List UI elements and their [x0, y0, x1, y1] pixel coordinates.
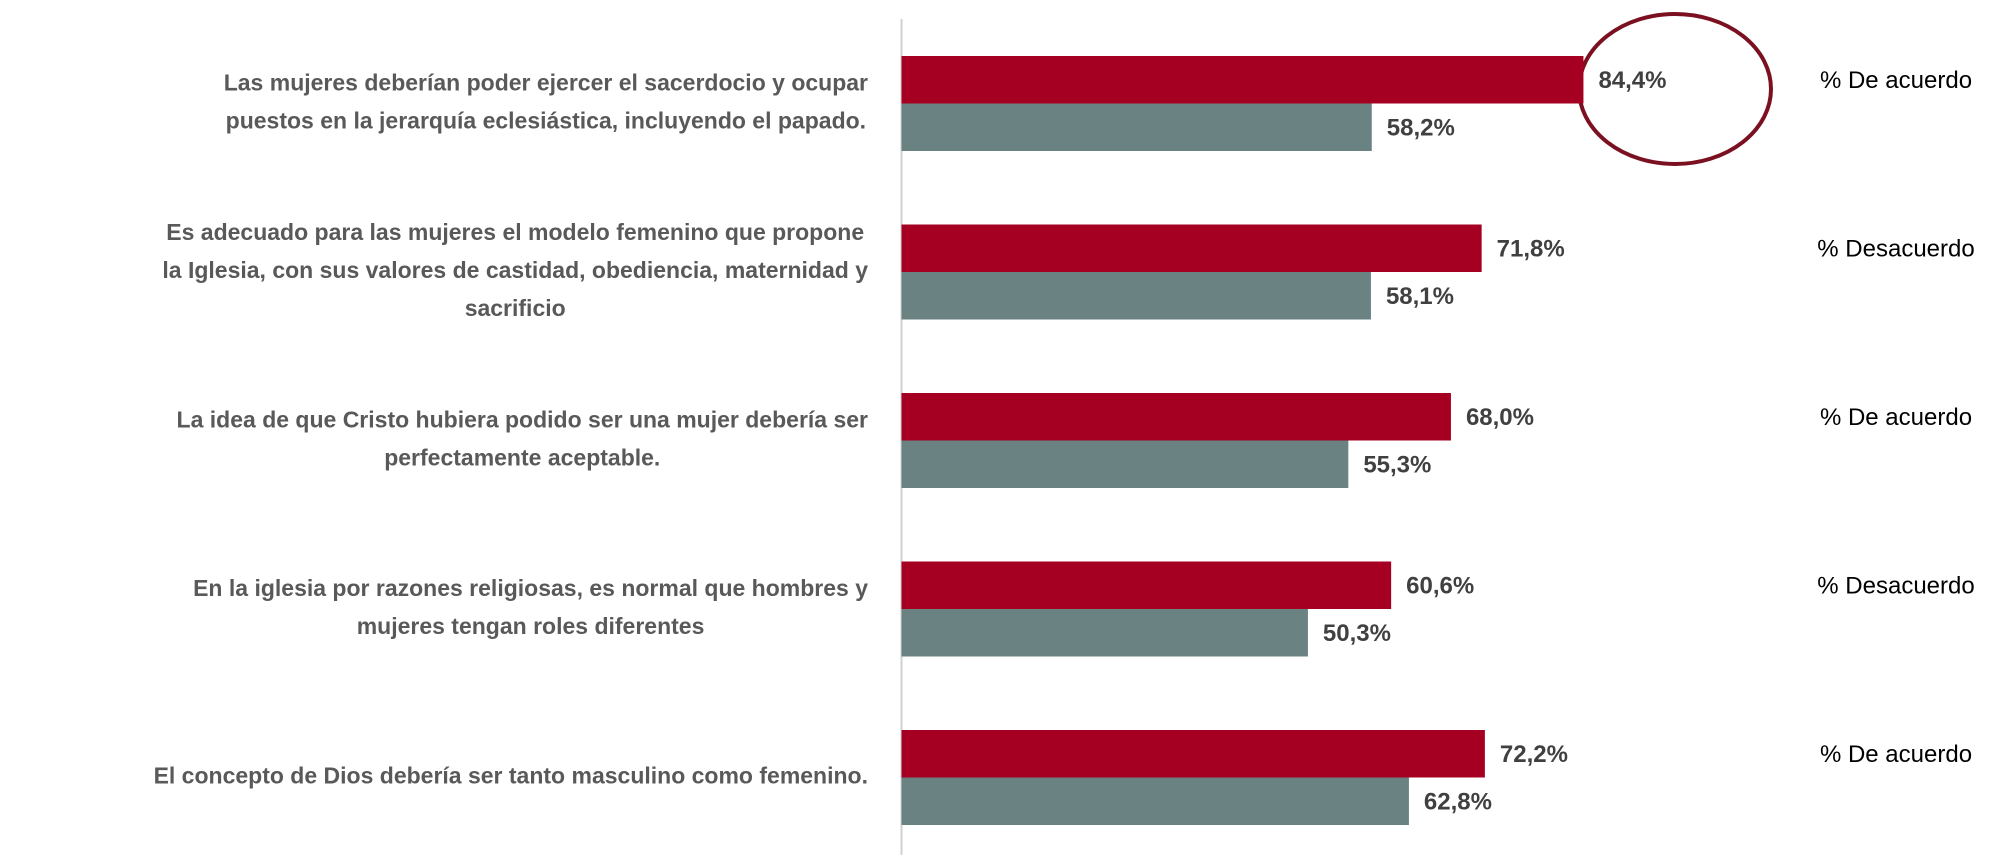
bar — [901, 272, 1371, 320]
bar — [901, 56, 1584, 104]
category-label: la Iglesia, con sus valores de castidad,… — [162, 257, 868, 283]
value-label: 60,6% — [1406, 573, 1474, 600]
value-label: 71,8% — [1497, 236, 1565, 263]
bar — [901, 224, 1482, 272]
value-label: 50,3% — [1323, 620, 1391, 647]
annotation: % De acuerdo — [1820, 741, 1972, 768]
category-label: sacrificio — [465, 295, 566, 321]
bar — [901, 777, 1409, 825]
category-label: puestos en la jerarquía eclesiástica, in… — [226, 108, 866, 134]
bar — [901, 393, 1451, 441]
value-label: 84,4% — [1598, 67, 1666, 94]
bar — [901, 609, 1308, 657]
value-label: 68,0% — [1466, 404, 1534, 431]
category-label: Las mujeres deberían poder ejercer el sa… — [224, 70, 868, 96]
value-label: 55,3% — [1363, 452, 1431, 479]
category-label: El concepto de Dios debería ser tanto ma… — [154, 763, 868, 789]
value-label: 72,2% — [1500, 741, 1568, 768]
annotation: % Desacuerdo — [1817, 236, 1974, 263]
annotation: % Desacuerdo — [1817, 573, 1974, 600]
bar — [901, 440, 1349, 488]
category-label: En la iglesia por razones religiosas, es… — [193, 575, 868, 601]
value-label: 58,2% — [1387, 115, 1455, 142]
bar — [901, 103, 1372, 151]
value-label: 62,8% — [1424, 789, 1492, 816]
annotation: % De acuerdo — [1820, 404, 1972, 431]
bar — [901, 730, 1485, 778]
category-label: La idea de que Cristo hubiera podido ser… — [177, 407, 868, 433]
annotation: % De acuerdo — [1820, 67, 1972, 94]
bar — [901, 561, 1392, 609]
category-label: mujeres tengan roles diferentes — [357, 613, 705, 639]
category-label: perfectamente aceptable. — [384, 445, 660, 471]
category-label: Es adecuado para las mujeres el modelo f… — [166, 219, 864, 245]
value-label: 58,1% — [1386, 283, 1454, 310]
